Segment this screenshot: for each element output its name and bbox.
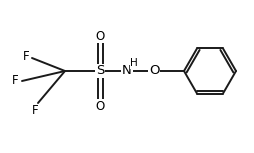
Text: N: N xyxy=(122,63,132,76)
Text: H: H xyxy=(130,58,138,68)
Text: F: F xyxy=(12,75,18,88)
Text: S: S xyxy=(96,65,104,78)
Text: O: O xyxy=(95,99,105,112)
Text: F: F xyxy=(23,50,29,62)
Text: O: O xyxy=(95,30,105,43)
Text: O: O xyxy=(149,65,159,78)
Text: F: F xyxy=(32,104,38,118)
